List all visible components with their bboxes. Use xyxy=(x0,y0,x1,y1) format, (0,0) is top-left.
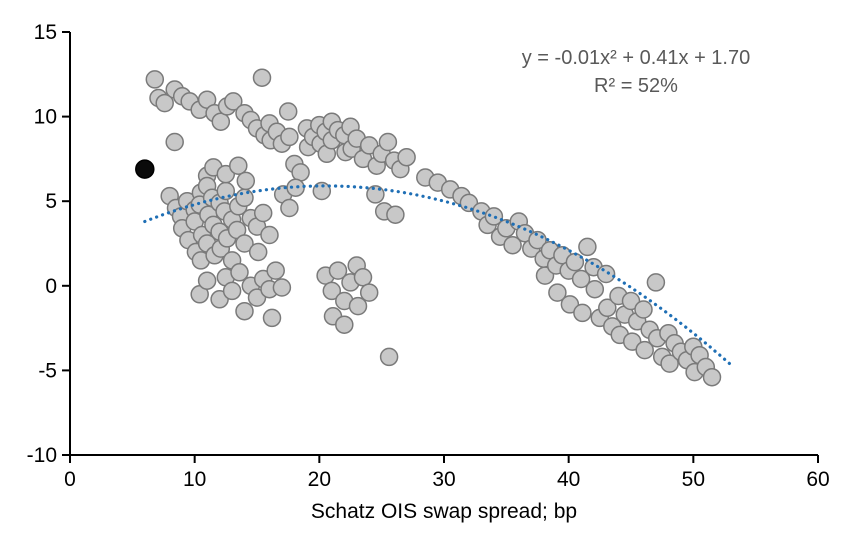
observations-point xyxy=(235,188,254,208)
y-tick-label: 0 xyxy=(45,275,57,298)
x-tick-label: 60 xyxy=(806,468,829,491)
observations-point xyxy=(224,92,243,111)
observations-point xyxy=(262,308,282,328)
observations-point xyxy=(222,281,242,301)
observations-point xyxy=(235,301,254,321)
observations-point xyxy=(260,225,279,245)
y-tick-label: 15 xyxy=(34,21,57,44)
observations-point xyxy=(328,261,348,280)
observations-point xyxy=(230,263,249,282)
x-tick-label: 20 xyxy=(308,468,331,491)
observations-point xyxy=(548,283,567,302)
observations-point xyxy=(322,281,342,301)
observations-point xyxy=(397,147,416,167)
observations-point xyxy=(286,178,305,197)
observations-point xyxy=(197,271,217,290)
observations-point xyxy=(634,300,653,319)
observations-point xyxy=(635,340,654,360)
observations-point xyxy=(484,207,504,226)
observations-point xyxy=(560,295,580,314)
observations-point xyxy=(366,185,385,204)
r-squared-annotation: R² = 52% xyxy=(594,75,678,97)
observations-point xyxy=(702,367,722,387)
observations-point xyxy=(278,102,298,121)
observations-point xyxy=(585,279,605,299)
y-tick-label: -10 xyxy=(27,444,57,467)
scatter-points-group xyxy=(135,68,722,387)
y-tick-label: -5 xyxy=(38,359,57,382)
x-tick-label: 30 xyxy=(432,468,455,491)
observations-point xyxy=(252,68,272,87)
observations-point xyxy=(578,237,597,257)
observations-point xyxy=(386,205,405,224)
equation-annotation: y = -0.01x² + 0.41x + 1.70 xyxy=(522,47,750,69)
observations-point xyxy=(596,264,616,284)
observations-point xyxy=(236,171,256,191)
observations-point xyxy=(353,268,373,287)
observations-point xyxy=(378,132,398,152)
observations-point xyxy=(646,273,666,292)
observations-point xyxy=(280,127,299,147)
observations-point xyxy=(348,296,368,316)
observations-point xyxy=(229,156,248,175)
observations-point xyxy=(145,70,165,89)
observations-point xyxy=(379,347,399,367)
observations-point xyxy=(253,203,273,223)
observations-point xyxy=(660,354,679,373)
observations-point xyxy=(573,303,592,323)
observations-point xyxy=(335,315,354,334)
y-tick-label: 5 xyxy=(45,190,57,213)
observations-point xyxy=(598,298,617,318)
observations-point xyxy=(248,242,268,262)
observations-point xyxy=(272,278,292,297)
observations-point xyxy=(359,283,379,302)
y-tick-label: 10 xyxy=(34,106,57,129)
axes-group: 0 10 20 30 40 50 60 -10 -5 0 5 10 15 xyxy=(27,21,830,491)
x-axis-title: Schatz OIS swap spread; bp xyxy=(311,500,577,523)
highlighted-point xyxy=(135,159,155,179)
x-tick-label: 0 xyxy=(64,468,76,491)
observations-point xyxy=(235,234,254,253)
observations-point xyxy=(571,269,591,289)
observations-point xyxy=(266,261,285,280)
observations-point xyxy=(155,93,174,113)
observations-point xyxy=(211,112,231,131)
x-tick-label: 50 xyxy=(682,468,705,491)
observations-point xyxy=(165,132,184,152)
trendline xyxy=(143,184,733,367)
observations-point xyxy=(622,332,642,351)
observations-point xyxy=(503,235,522,255)
x-tick-label: 40 xyxy=(557,468,580,491)
x-tick-label: 10 xyxy=(183,468,206,491)
observations-point xyxy=(216,181,236,201)
observations-point xyxy=(291,163,310,182)
observations-point xyxy=(280,198,299,218)
observations-point xyxy=(621,291,641,311)
trendline-group xyxy=(143,184,733,367)
